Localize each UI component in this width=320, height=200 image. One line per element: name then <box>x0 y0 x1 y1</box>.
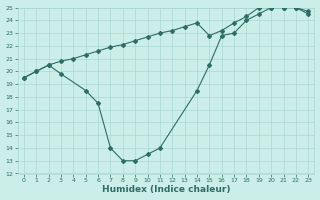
X-axis label: Humidex (Indice chaleur): Humidex (Indice chaleur) <box>102 185 230 194</box>
